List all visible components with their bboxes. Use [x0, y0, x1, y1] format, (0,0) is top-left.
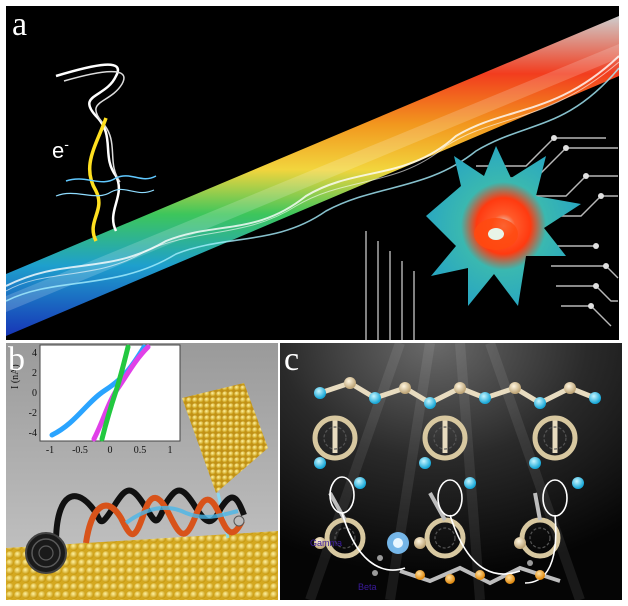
panel-label-a: a [12, 8, 27, 42]
panel-b: 4 2 0 -2 -4 -1 -0.5 0 0.5 1 I (nA) b [6, 343, 278, 600]
electron-label: e- [52, 136, 69, 163]
peptide-structure-illustration: Gamma Beta [280, 343, 622, 600]
iv-ytick-label: 0 [32, 388, 37, 399]
panel-c: Gamma Beta c [280, 343, 622, 600]
circuit-nodes [551, 135, 609, 309]
iv-inset: 4 2 0 -2 -4 -1 -0.5 0 0.5 1 I (nA) [16, 343, 184, 459]
electron-strands [56, 65, 156, 241]
iv-xtick-label: 0.5 [134, 445, 147, 456]
iv-xtick-label: 0 [108, 445, 113, 456]
panel-label-b: b [8, 343, 25, 377]
iv-xtick-label: -1 [46, 445, 54, 456]
iv-ytick-label: 4 [32, 348, 37, 359]
iv-ytick-label: -4 [29, 428, 37, 439]
nanowire-illustration: e- [6, 6, 619, 340]
iv-xtick-label: -0.5 [72, 445, 88, 456]
iv-xtick-label: 1 [168, 445, 173, 456]
panel-a: e- a [6, 6, 619, 340]
fullerene [26, 533, 66, 573]
iv-plot: 4 2 0 -2 -4 -1 -0.5 0 0.5 1 [16, 343, 184, 459]
iv-ytick-label: -2 [29, 408, 37, 419]
iv-ytick-label: 2 [32, 368, 37, 379]
beta-label: Beta [358, 582, 377, 592]
panel-label-c: c [284, 343, 299, 377]
gamma-label: Gamma [310, 538, 342, 548]
